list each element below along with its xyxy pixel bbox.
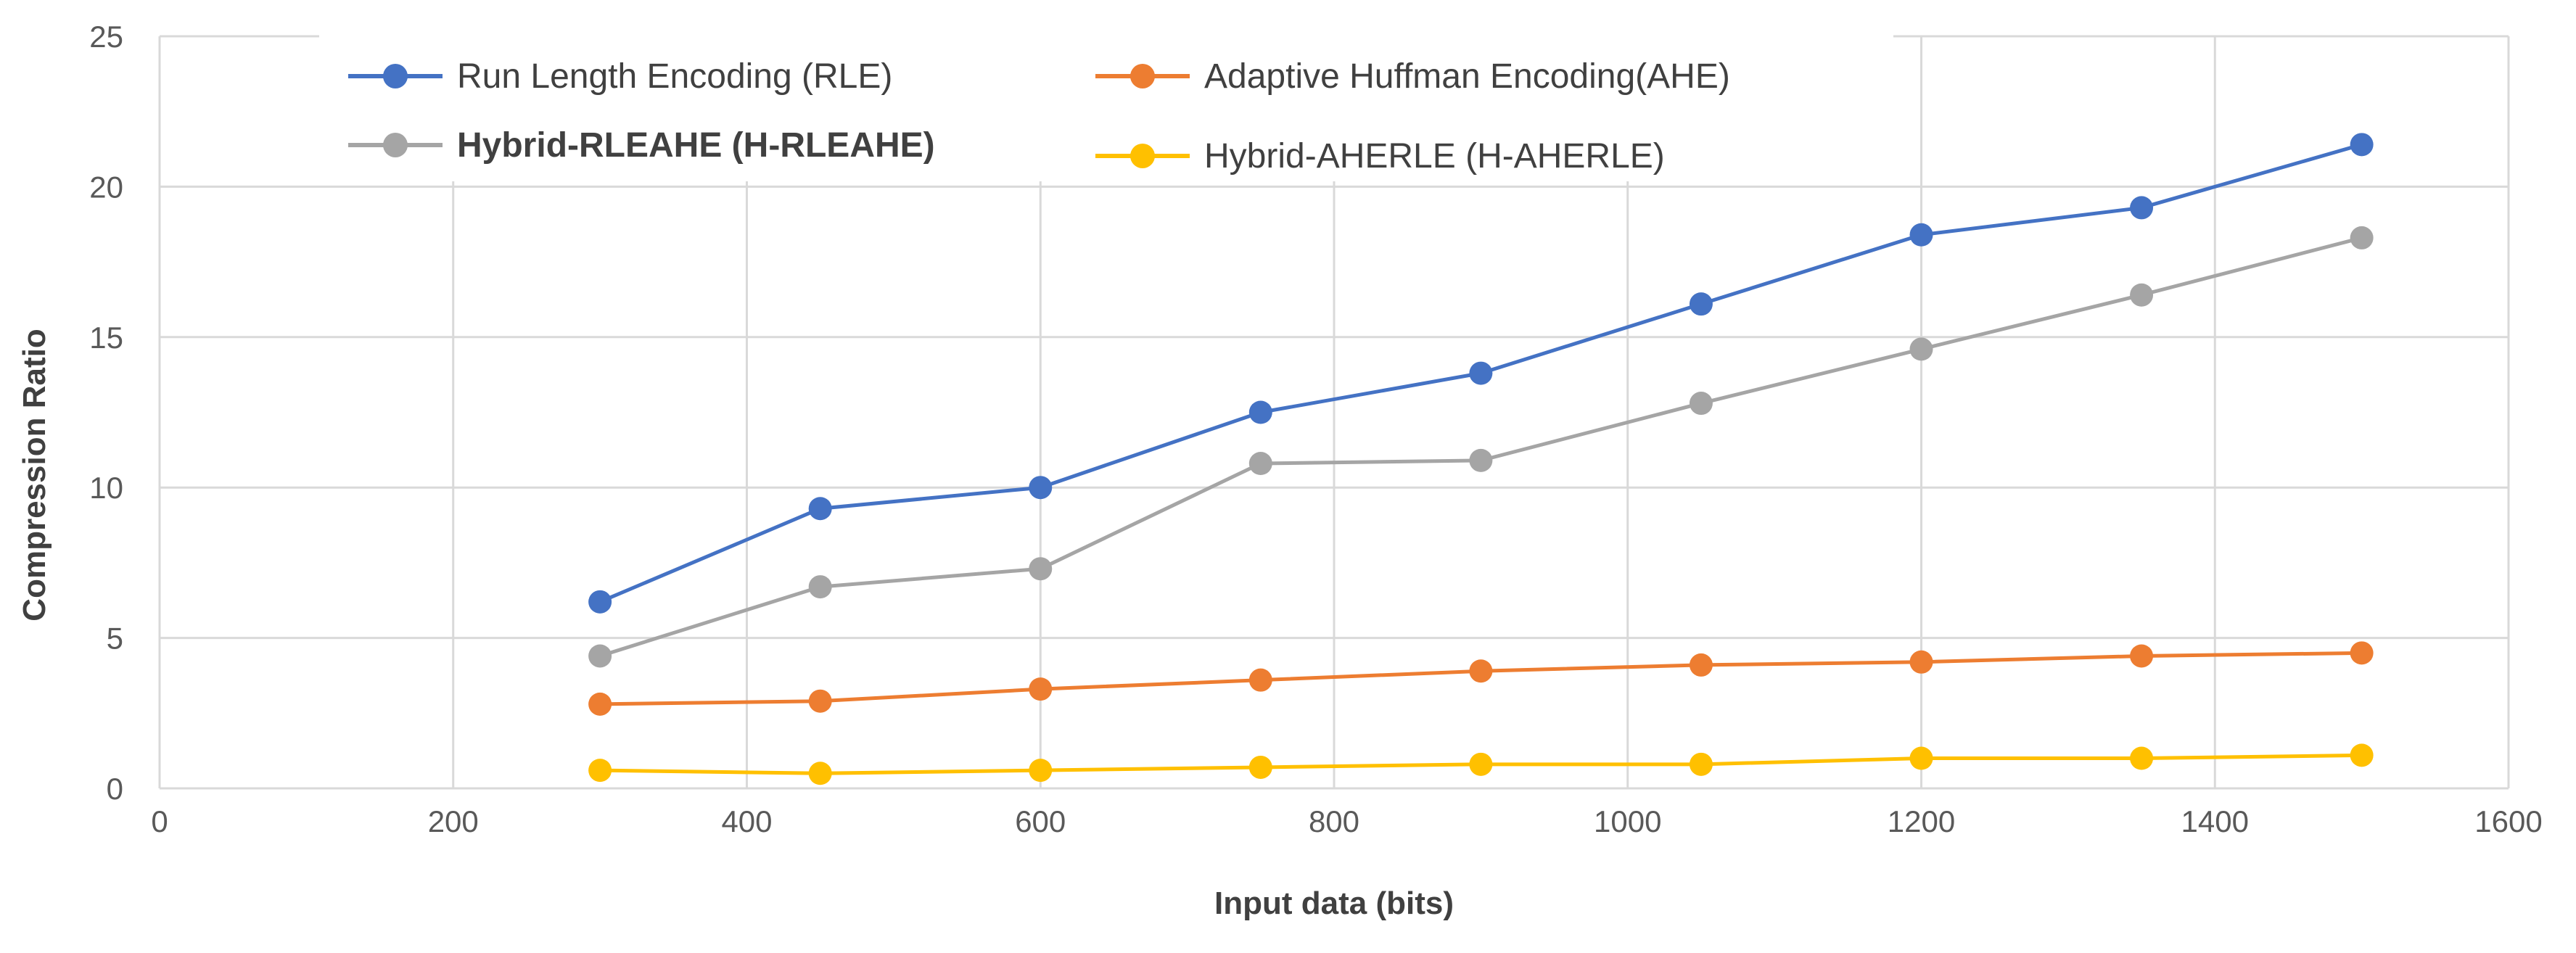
x-tick-label: 1200 (1888, 804, 1955, 838)
data-point (1469, 659, 1493, 683)
data-point (1909, 337, 1933, 361)
y-tick-label: 5 (107, 622, 123, 656)
x-tick-label: 1000 (1594, 804, 1661, 838)
data-point (808, 575, 832, 599)
data-point (2350, 133, 2374, 157)
legend-item: Run Length Encoding (RLE) (348, 57, 892, 96)
data-point (1689, 392, 1713, 416)
legend-marker (1130, 144, 1155, 168)
series-1 (588, 641, 2374, 716)
series-2 (588, 226, 2374, 668)
data-point (808, 497, 832, 521)
legend-marker (383, 133, 408, 157)
legend-label: Hybrid-RLEAHE (H-RLEAHE) (457, 126, 935, 165)
legend: Run Length Encoding (RLE) Adaptive Huffma… (319, 29, 1893, 181)
data-point (1029, 476, 1053, 500)
series-layer (588, 133, 2374, 785)
data-point (1689, 653, 1713, 677)
data-point (1909, 746, 1933, 770)
data-point (588, 644, 612, 668)
x-tick-label: 1600 (2474, 804, 2542, 838)
data-point (808, 689, 832, 713)
data-point (1029, 557, 1053, 581)
y-tick-label: 25 (89, 20, 123, 54)
x-tick-label: 400 (721, 804, 772, 838)
data-point (588, 590, 612, 614)
y-axis-title: Compression Ratio (17, 329, 52, 621)
data-point (2130, 283, 2154, 307)
data-point (1689, 752, 1713, 776)
y-tick-label: 0 (107, 772, 123, 806)
data-point (588, 692, 612, 716)
data-point (1909, 650, 1933, 674)
data-point (2350, 226, 2374, 249)
y-tick-label: 10 (89, 471, 123, 505)
data-point (588, 759, 612, 783)
legend-item: Hybrid-RLEAHE (H-RLEAHE) (348, 126, 935, 165)
x-axis-title: Input data (bits) (1214, 886, 1454, 921)
series-0 (588, 133, 2374, 614)
data-point (1469, 448, 1493, 472)
data-point (1248, 452, 1272, 476)
data-point (1248, 755, 1272, 779)
x-tick-label: 200 (428, 804, 479, 838)
series-line (599, 236, 2363, 658)
y-tick-label: 15 (89, 321, 123, 355)
data-point (1909, 223, 1933, 247)
data-point (1029, 677, 1053, 701)
legend-marker (1130, 64, 1155, 88)
data-point (1248, 668, 1272, 692)
data-point (2130, 746, 2154, 770)
axis-layer: 0 200 400 600 800 1000 1200 1400 1600 0 5 10 15 20 25 (89, 20, 2542, 838)
data-point (2350, 743, 2374, 767)
x-tick-label: 600 (1015, 804, 1066, 838)
data-point (1469, 361, 1493, 385)
legend-item: Adaptive Huffman Encoding(AHE) (1095, 57, 1730, 96)
data-point (1029, 759, 1053, 783)
data-point (2130, 196, 2154, 220)
data-point (1469, 752, 1493, 776)
series-3 (588, 743, 2374, 785)
data-point (2130, 644, 2154, 668)
y-tick-label: 20 (89, 170, 123, 204)
legend-label: Adaptive Huffman Encoding(AHE) (1204, 57, 1730, 96)
x-tick-label: 800 (1309, 804, 1359, 838)
legend-item: Hybrid-AHERLE (H-AHERLE) (1095, 137, 1665, 176)
legend-label: Run Length Encoding (RLE) (457, 57, 892, 96)
legend-label: Hybrid-AHERLE (H-AHERLE) (1204, 137, 1665, 176)
x-tick-label: 1400 (2181, 804, 2249, 838)
data-point (1248, 400, 1272, 424)
x-tick-label: 0 (151, 804, 168, 838)
data-point (2350, 641, 2374, 665)
data-point (808, 762, 832, 785)
data-point (1689, 292, 1713, 316)
legend-marker (383, 64, 408, 88)
